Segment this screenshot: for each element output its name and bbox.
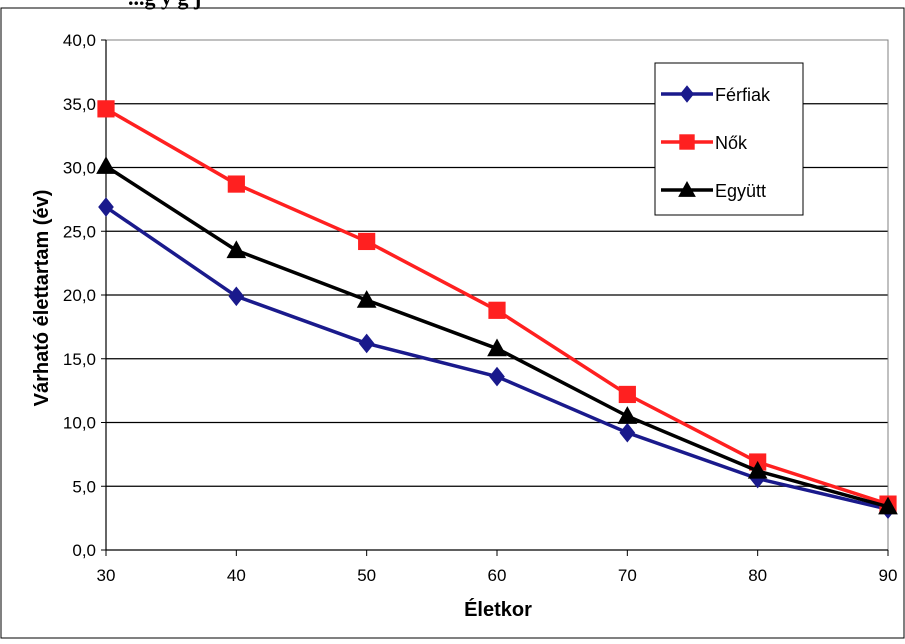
data-point — [358, 333, 375, 354]
legend-label: Nők — [715, 133, 748, 153]
data-point — [619, 422, 636, 443]
data-point — [878, 496, 898, 515]
x-tick-label: 50 — [357, 566, 376, 585]
data-point — [618, 385, 636, 404]
legend-swatch-marker — [678, 180, 696, 197]
series-group — [96, 100, 898, 520]
y-tick-label: 10,0 — [63, 414, 96, 433]
legend-swatch-marker — [679, 134, 695, 150]
data-point — [227, 175, 245, 193]
data-point — [617, 406, 638, 424]
legend: Férfiak Nők Együtt — [654, 62, 804, 216]
data-point — [488, 301, 506, 319]
y-tick-label: 0,0 — [72, 541, 96, 560]
data-point — [356, 290, 377, 308]
y-tick-label: 15,0 — [63, 350, 96, 369]
data-point — [226, 240, 247, 259]
x-tick-label: 30 — [97, 566, 116, 585]
legend-swatch-marker — [679, 85, 695, 103]
x-axis-title: Életkor — [464, 598, 532, 621]
data-point — [358, 232, 376, 251]
x-tick-label: 80 — [748, 566, 767, 585]
x-tick-label: 60 — [488, 566, 507, 585]
y-tick-label: 5,0 — [72, 477, 96, 496]
y-tick-label: 20,0 — [63, 286, 96, 305]
chart-frame — [0, 7, 905, 639]
legend-label: Férfiak — [715, 85, 771, 105]
series-3 — [96, 156, 898, 515]
y-axis-title: Várható élettartam (év) — [31, 190, 53, 407]
data-point — [747, 460, 768, 479]
y-tick-label: 30,0 — [63, 159, 96, 178]
data-point — [96, 156, 116, 174]
data-point — [489, 366, 505, 387]
legend-label: Együtt — [715, 181, 766, 201]
axes: 0,0 5,0 10,0 15,0 20,0 25,0 30,0 35,0 40,0 30 40 50… — [63, 31, 898, 585]
y-tick-label: 25,0 — [63, 222, 96, 241]
data-point — [97, 100, 115, 118]
data-point — [98, 197, 114, 217]
x-tick-label: 90 — [879, 566, 898, 585]
data-point — [487, 338, 507, 357]
y-tick-label: 35,0 — [63, 95, 96, 114]
y-tick-label: 40,0 — [63, 31, 96, 50]
x-tick-label: 70 — [618, 566, 637, 585]
data-point — [228, 286, 245, 307]
caption-fragment: ...g y g j — [128, 0, 201, 10]
x-tick-label: 40 — [227, 566, 246, 585]
